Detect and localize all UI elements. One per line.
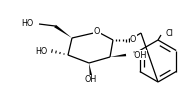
Text: O: O: [94, 27, 100, 36]
Text: HO: HO: [22, 19, 34, 28]
Text: OH: OH: [85, 76, 97, 84]
Polygon shape: [89, 63, 92, 76]
Text: HO: HO: [35, 46, 47, 55]
Polygon shape: [54, 25, 72, 38]
Text: Cl: Cl: [165, 30, 173, 38]
Text: 'OH: 'OH: [132, 51, 146, 59]
Polygon shape: [110, 54, 126, 57]
Text: O: O: [130, 34, 136, 44]
